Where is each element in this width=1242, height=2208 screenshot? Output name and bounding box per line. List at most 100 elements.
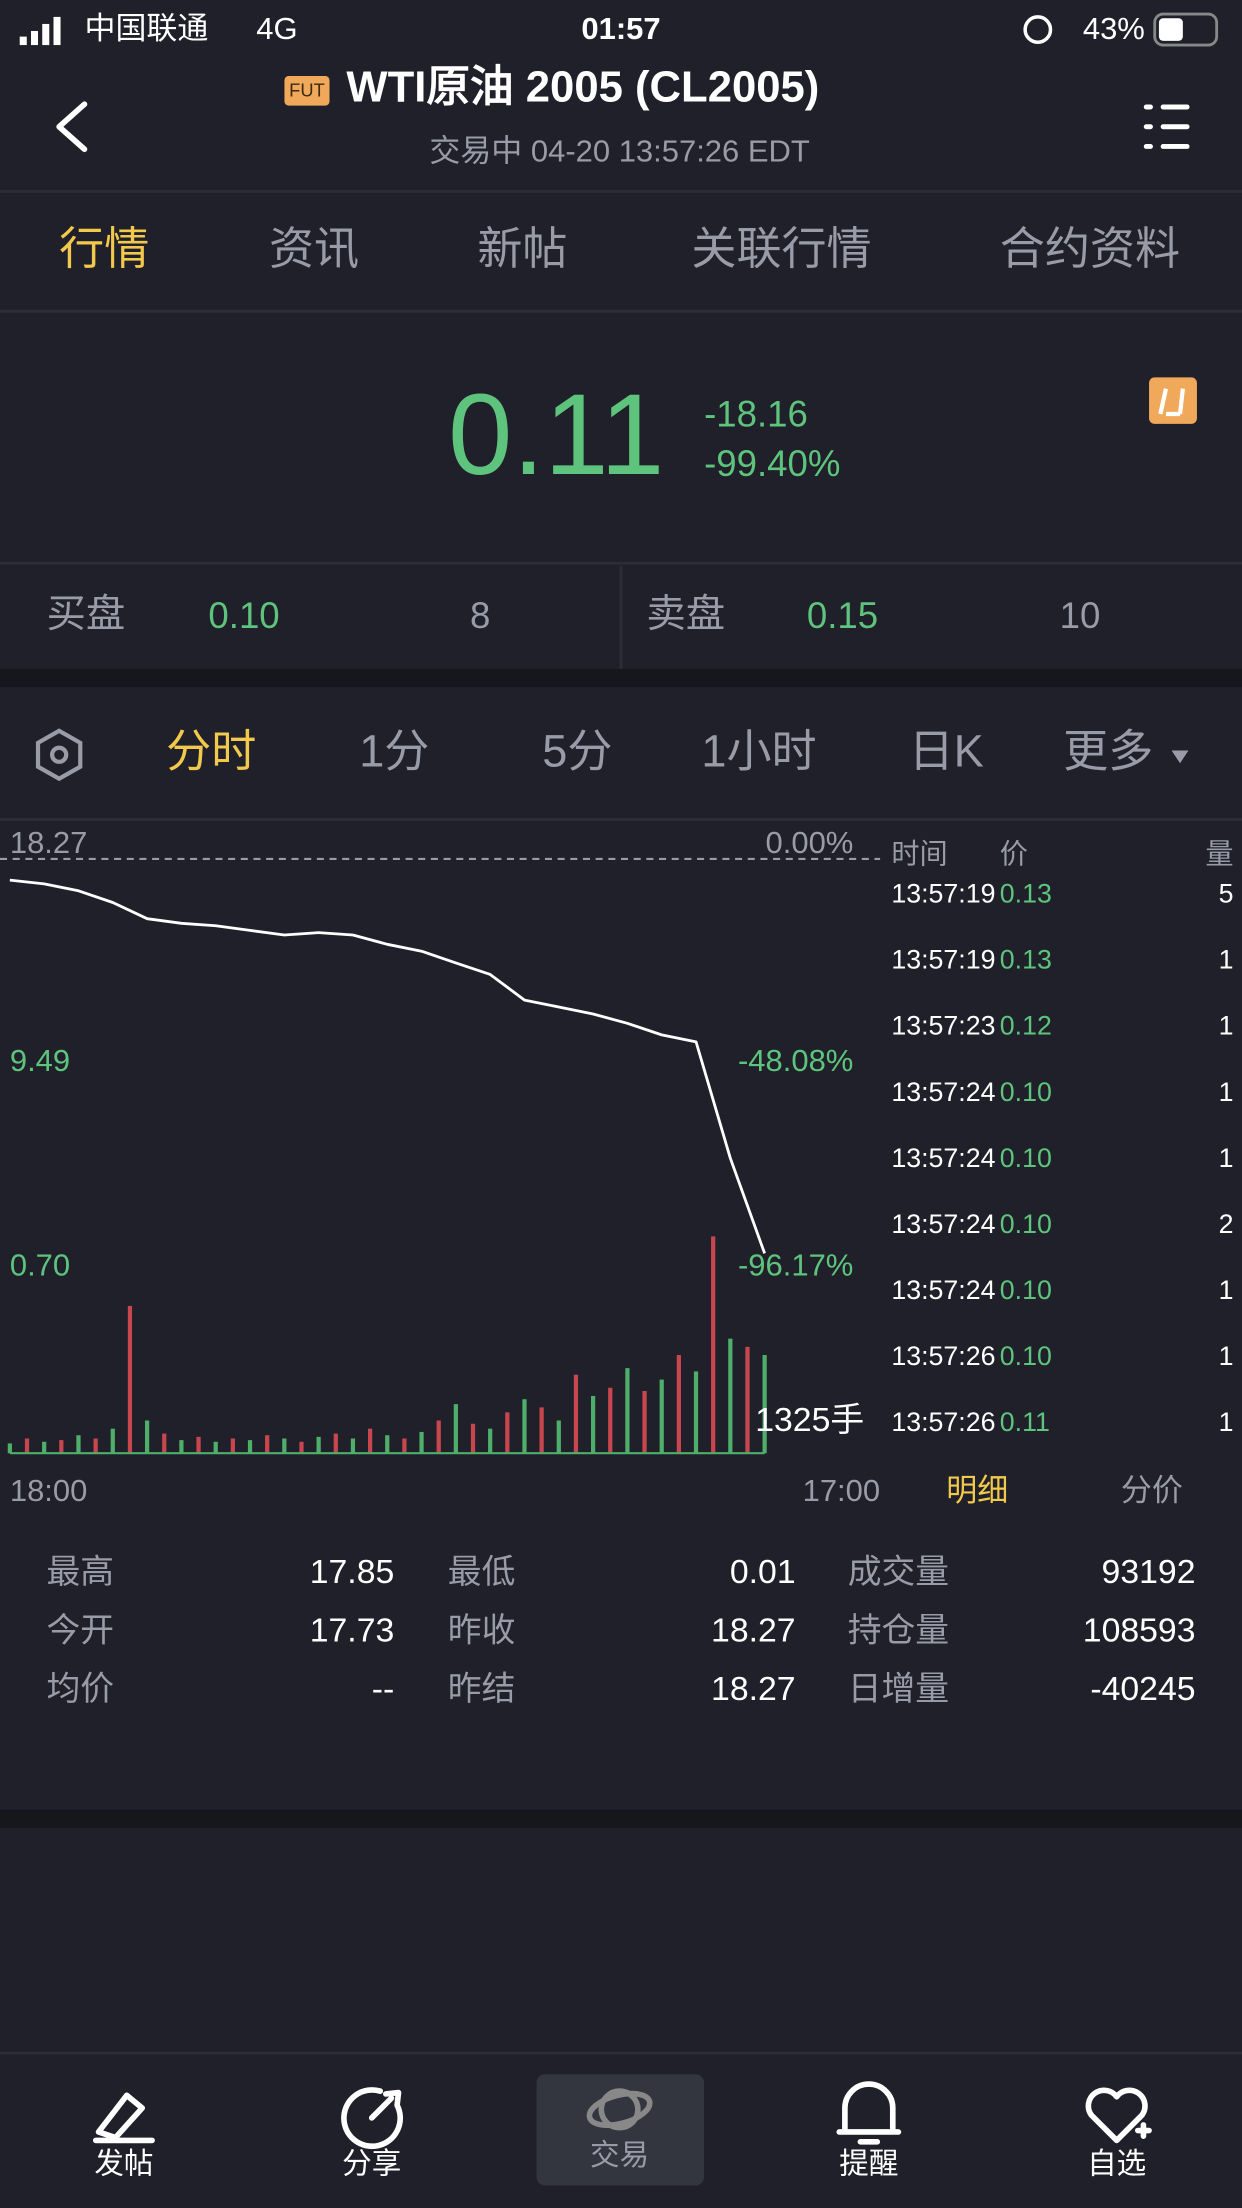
trade-time: 13:57:19 <box>891 879 995 909</box>
nav-item[interactable]: 自选 <box>1087 2148 1146 2181</box>
period-tab[interactable]: 更多 <box>1063 726 1153 777</box>
percent-label: -48.08% <box>738 1043 853 1078</box>
trade-volume: 1 <box>1219 1407 1234 1437</box>
nav-item[interactable]: 提醒 <box>839 2148 898 2181</box>
period-tab[interactable]: 1分 <box>359 726 429 777</box>
volume-bar <box>762 1355 767 1454</box>
volume-bar <box>265 1435 270 1454</box>
trade-price: 0.10 <box>1000 1341 1052 1371</box>
stat-value: -40245 <box>1090 1670 1195 1708</box>
y-tick-label: 9.49 <box>10 1043 70 1078</box>
volume-bar <box>76 1435 81 1454</box>
stat-value: 93192 <box>1102 1553 1196 1591</box>
volume-bar <box>676 1355 681 1454</box>
volume-bar <box>488 1428 493 1454</box>
volume-bar <box>247 1440 253 1454</box>
ask-label: 卖盘 <box>646 592 725 636</box>
back-button[interactable] <box>56 101 88 153</box>
stat-label: 最低 <box>448 1553 516 1591</box>
trade-price: 0.10 <box>1000 1143 1052 1173</box>
volume-bar <box>110 1428 115 1454</box>
trade-price: 0.13 <box>1000 879 1052 909</box>
period-tab[interactable]: 日K <box>909 726 984 777</box>
period-tab[interactable]: 1小时 <box>701 726 816 777</box>
trade-price: 0.12 <box>1000 1011 1052 1041</box>
tab[interactable]: 关联行情 <box>691 223 871 274</box>
settings-icon[interactable] <box>35 728 83 782</box>
bottom-nav: 发帖 分享 交易 提醒 自选 <box>94 2139 1146 2180</box>
bid-price: 0.10 <box>208 595 279 636</box>
price-line <box>9 878 766 1254</box>
section-gap <box>0 1809 1242 1828</box>
percent-label: -96.17% <box>738 1248 853 1283</box>
column-header: 价 <box>1000 839 1028 870</box>
stat-label: 日增量 <box>848 1670 949 1708</box>
volume-bar <box>625 1368 630 1454</box>
trade-volume: 5 <box>1219 879 1234 909</box>
subtitle: 交易中 04-20 13:57:26 EDT <box>429 134 809 169</box>
last-price: 0.11 <box>448 370 664 499</box>
volume-bar <box>659 1379 664 1454</box>
bid-size: 8 <box>470 595 490 636</box>
nav-icons <box>92 2081 1152 2150</box>
clock: 01:57 <box>581 11 660 46</box>
battery-level <box>1158 18 1183 41</box>
period-tab[interactable]: 5分 <box>542 726 612 777</box>
volume-bar <box>162 1433 167 1454</box>
stat-label: 今开 <box>46 1612 114 1650</box>
tab[interactable]: 行情 <box>59 223 149 274</box>
section-gap <box>0 668 1242 688</box>
battery-text: 43% <box>1083 11 1145 46</box>
menu-button[interactable] <box>1143 104 1190 149</box>
tab[interactable]: 新帖 <box>477 223 567 274</box>
battery-icon <box>1153 12 1219 47</box>
column-header: 时间 <box>891 839 947 870</box>
y-tick-label: 0.70 <box>10 1248 70 1283</box>
x-end-label: 17:00 <box>803 1473 881 1508</box>
nav-item[interactable]: 交易 <box>590 2139 649 2172</box>
detail-tab[interactable]: 明细 <box>946 1473 1008 1508</box>
lock-icon <box>1023 15 1053 45</box>
stat-label: 成交量 <box>848 1553 949 1591</box>
trade-volume: 1 <box>1219 1275 1234 1305</box>
volume-bar <box>385 1435 390 1454</box>
nav-item[interactable]: 发帖 <box>94 2148 153 2181</box>
volume-bar <box>608 1387 613 1454</box>
network: 4G <box>256 11 297 46</box>
stat-label: 昨结 <box>448 1670 516 1708</box>
tab[interactable]: 资讯 <box>269 223 359 274</box>
volume-bar <box>7 1443 12 1454</box>
volume-bar <box>333 1433 338 1454</box>
trade-volume: 1 <box>1219 1077 1234 1107</box>
trade-time: 13:57:24 <box>891 1077 995 1107</box>
trade-price: 0.11 <box>1000 1407 1050 1437</box>
detail-tab[interactable]: 分价 <box>1121 1473 1183 1508</box>
volume-bar <box>282 1438 287 1454</box>
tab[interactable]: 合约资料 <box>1000 223 1180 274</box>
trade-time: 13:57:19 <box>891 945 995 975</box>
volume-bar <box>556 1420 561 1454</box>
y-tick-label: 18.27 <box>10 825 88 860</box>
volume-bar <box>453 1404 458 1454</box>
stat-value: 18.27 <box>711 1670 796 1708</box>
trade-price: 0.10 <box>1000 1077 1052 1107</box>
title: WTI原油 2005 (CL2005) <box>346 63 819 112</box>
trade-time: 13:57:26 <box>891 1341 995 1371</box>
nav-item[interactable]: 分享 <box>342 2148 401 2181</box>
volume-bar <box>213 1441 218 1454</box>
volume-bar <box>505 1412 510 1454</box>
trade-volume: 1 <box>1219 1341 1234 1371</box>
trade-volume: 1 <box>1219 1143 1234 1173</box>
stat-label: 最高 <box>46 1553 114 1591</box>
stat-value: 18.27 <box>711 1612 796 1650</box>
level1-badge[interactable] <box>1149 377 1197 424</box>
volume-bar <box>470 1423 476 1454</box>
stat-value: 108593 <box>1083 1612 1196 1650</box>
period-tabs: 分时 1分 5分 1小时 日K 更多 <box>166 726 1153 777</box>
period-tab[interactable]: 分时 <box>166 726 256 777</box>
trade-list: 时间价量13:57:19 0.13 513:57:19 0.13 113:57:23 0.… <box>891 839 1233 1508</box>
